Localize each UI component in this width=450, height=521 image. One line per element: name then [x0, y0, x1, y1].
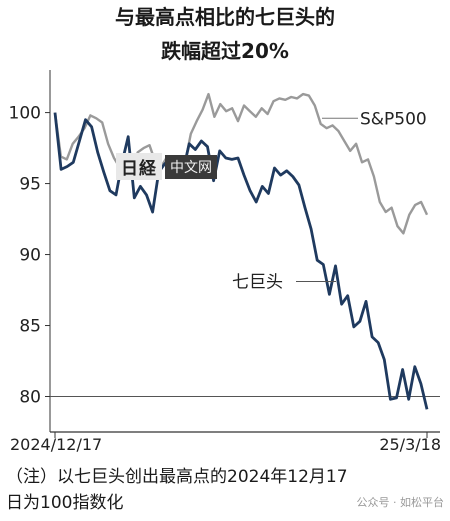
footnote-line1: （注）以七巨头创出最高点的2024年12月17 — [6, 467, 348, 487]
x-tick-label-end: 25/3/18 — [379, 435, 441, 454]
y-tick-label: 95 — [19, 175, 41, 195]
footnote-line2: 日为100指数化 — [6, 493, 124, 513]
watermark-text: 公众号 · 如松平台 — [356, 496, 445, 509]
nikkei-logo: 日経 中文网 — [116, 153, 217, 180]
chart-area: 80 85 90 95 100 2024/12/17 25/3/18 S&P500 七巨头 — [9, 70, 441, 454]
y-tick-label: 85 — [19, 317, 41, 337]
y-tick-label: 90 — [19, 246, 41, 266]
x-tick-label-start: 2024/12/17 — [10, 435, 102, 454]
series-line-mag7 — [53, 112, 429, 410]
chart-title-line2: 跌幅超过20% — [161, 39, 289, 63]
mag7-series-label: 七巨头 — [232, 273, 283, 293]
nikkei-logo-mark: 日経 — [116, 153, 162, 180]
y-tick-label: 80 — [19, 388, 41, 408]
chart-title-line1: 与最高点相比的七巨头的 — [115, 5, 335, 29]
sp500-series-label: S&P500 — [360, 109, 427, 129]
nikkei-logo-text: 中文网 — [165, 154, 217, 179]
y-tick-label: 100 — [9, 104, 41, 124]
